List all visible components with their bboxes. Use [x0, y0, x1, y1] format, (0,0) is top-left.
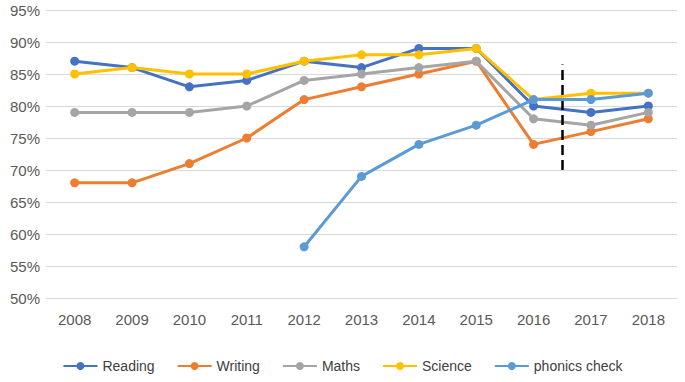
svg-text:phonics check: phonics check — [534, 358, 624, 374]
svg-text:65%: 65% — [10, 194, 40, 211]
svg-text:60%: 60% — [10, 226, 40, 243]
svg-text:2017: 2017 — [574, 311, 607, 328]
svg-text:2013: 2013 — [345, 311, 378, 328]
svg-text:55%: 55% — [10, 258, 40, 275]
svg-text:2016: 2016 — [517, 311, 550, 328]
svg-text:95%: 95% — [10, 2, 40, 19]
svg-text:Maths: Maths — [322, 358, 360, 374]
svg-text:Writing: Writing — [217, 358, 260, 374]
svg-text:50%: 50% — [10, 290, 40, 307]
svg-text:85%: 85% — [10, 66, 40, 83]
svg-text:75%: 75% — [10, 130, 40, 147]
svg-text:2015: 2015 — [460, 311, 493, 328]
svg-text:Reading: Reading — [102, 358, 154, 374]
svg-text:2018: 2018 — [632, 311, 665, 328]
svg-text:80%: 80% — [10, 98, 40, 115]
svg-text:2012: 2012 — [287, 311, 320, 328]
svg-text:2010: 2010 — [173, 311, 206, 328]
svg-text:2011: 2011 — [231, 311, 263, 328]
svg-text:Science: Science — [422, 358, 472, 374]
svg-text:2008: 2008 — [58, 311, 91, 328]
svg-text:70%: 70% — [10, 162, 40, 179]
svg-text:2014: 2014 — [402, 311, 435, 328]
svg-text:90%: 90% — [10, 34, 40, 51]
svg-text:2009: 2009 — [115, 311, 148, 328]
